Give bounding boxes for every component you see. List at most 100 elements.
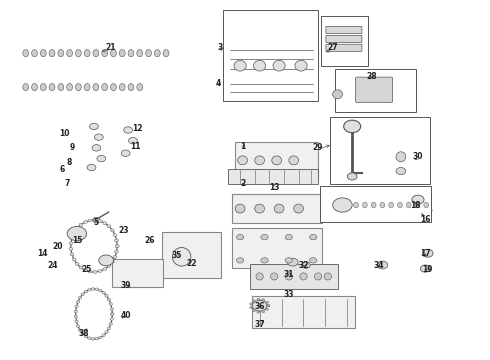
Text: 20: 20 [52, 242, 63, 251]
Ellipse shape [420, 265, 430, 272]
Ellipse shape [109, 303, 113, 305]
Ellipse shape [237, 234, 244, 240]
Ellipse shape [91, 338, 95, 340]
Ellipse shape [109, 323, 113, 325]
Ellipse shape [128, 138, 137, 144]
Text: 14: 14 [38, 249, 48, 258]
Ellipse shape [84, 335, 88, 338]
Ellipse shape [267, 305, 270, 307]
Ellipse shape [84, 50, 90, 57]
Ellipse shape [98, 270, 102, 273]
Ellipse shape [110, 308, 114, 310]
Ellipse shape [103, 267, 107, 270]
Text: 18: 18 [410, 201, 421, 210]
Text: 34: 34 [374, 261, 384, 270]
Ellipse shape [128, 84, 134, 91]
Ellipse shape [256, 273, 263, 280]
Ellipse shape [400, 207, 406, 213]
Ellipse shape [110, 318, 114, 320]
Ellipse shape [79, 223, 83, 226]
Ellipse shape [262, 311, 265, 313]
Ellipse shape [75, 305, 78, 308]
Text: 4: 4 [216, 79, 221, 88]
Ellipse shape [72, 258, 76, 261]
Text: 10: 10 [59, 129, 70, 138]
Ellipse shape [266, 308, 269, 310]
Ellipse shape [113, 234, 117, 237]
Text: 23: 23 [118, 225, 128, 234]
Ellipse shape [250, 306, 253, 309]
Ellipse shape [23, 50, 29, 57]
Ellipse shape [255, 204, 265, 213]
Ellipse shape [172, 248, 191, 266]
Ellipse shape [119, 50, 125, 57]
Ellipse shape [396, 152, 406, 162]
Ellipse shape [75, 262, 79, 265]
Text: 8: 8 [67, 158, 73, 167]
Ellipse shape [301, 262, 310, 268]
Ellipse shape [115, 245, 119, 248]
Text: 3: 3 [218, 43, 223, 52]
Ellipse shape [92, 145, 101, 151]
Ellipse shape [377, 261, 388, 269]
Ellipse shape [95, 337, 98, 340]
Ellipse shape [84, 84, 90, 91]
Bar [112, 258, 163, 287]
Ellipse shape [289, 156, 298, 165]
Ellipse shape [115, 245, 119, 248]
Ellipse shape [79, 266, 83, 269]
Ellipse shape [257, 311, 260, 313]
Ellipse shape [93, 217, 100, 223]
Ellipse shape [98, 336, 102, 339]
Ellipse shape [274, 204, 284, 213]
Ellipse shape [115, 250, 119, 253]
Ellipse shape [389, 202, 393, 208]
Ellipse shape [49, 84, 55, 91]
Ellipse shape [333, 198, 352, 212]
Ellipse shape [110, 229, 114, 232]
Ellipse shape [253, 60, 266, 71]
Ellipse shape [257, 298, 260, 301]
Ellipse shape [412, 195, 424, 204]
Ellipse shape [371, 202, 376, 208]
Text: 19: 19 [422, 265, 433, 274]
Ellipse shape [333, 90, 343, 99]
Ellipse shape [88, 337, 91, 339]
Ellipse shape [330, 207, 336, 213]
Bar [162, 232, 220, 278]
Bar [228, 169, 318, 184]
Bar [235, 143, 318, 178]
Ellipse shape [261, 258, 268, 263]
Ellipse shape [93, 219, 97, 222]
Ellipse shape [270, 273, 278, 280]
Ellipse shape [356, 207, 362, 213]
Bar [319, 186, 431, 222]
Ellipse shape [415, 202, 420, 208]
Ellipse shape [250, 303, 253, 305]
Ellipse shape [93, 50, 99, 57]
Ellipse shape [111, 313, 114, 315]
Ellipse shape [40, 50, 46, 57]
Ellipse shape [255, 156, 265, 165]
Text: 15: 15 [72, 236, 82, 245]
Ellipse shape [252, 300, 267, 311]
Ellipse shape [69, 247, 73, 250]
Ellipse shape [294, 204, 303, 213]
Ellipse shape [75, 320, 78, 323]
Ellipse shape [103, 222, 107, 225]
Ellipse shape [58, 84, 64, 91]
Ellipse shape [235, 204, 245, 213]
Ellipse shape [110, 260, 114, 263]
Ellipse shape [391, 207, 397, 213]
Ellipse shape [99, 255, 114, 266]
Text: 1: 1 [240, 141, 245, 150]
FancyBboxPatch shape [326, 35, 362, 42]
Ellipse shape [88, 288, 91, 291]
Ellipse shape [75, 84, 81, 91]
Bar [232, 194, 322, 223]
Ellipse shape [111, 313, 114, 315]
Ellipse shape [285, 234, 293, 240]
Ellipse shape [93, 270, 97, 273]
Ellipse shape [74, 315, 77, 318]
Text: 35: 35 [172, 251, 182, 260]
